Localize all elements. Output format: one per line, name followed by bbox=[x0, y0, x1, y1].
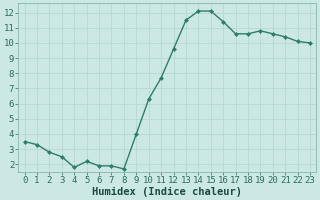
X-axis label: Humidex (Indice chaleur): Humidex (Indice chaleur) bbox=[92, 186, 242, 197]
